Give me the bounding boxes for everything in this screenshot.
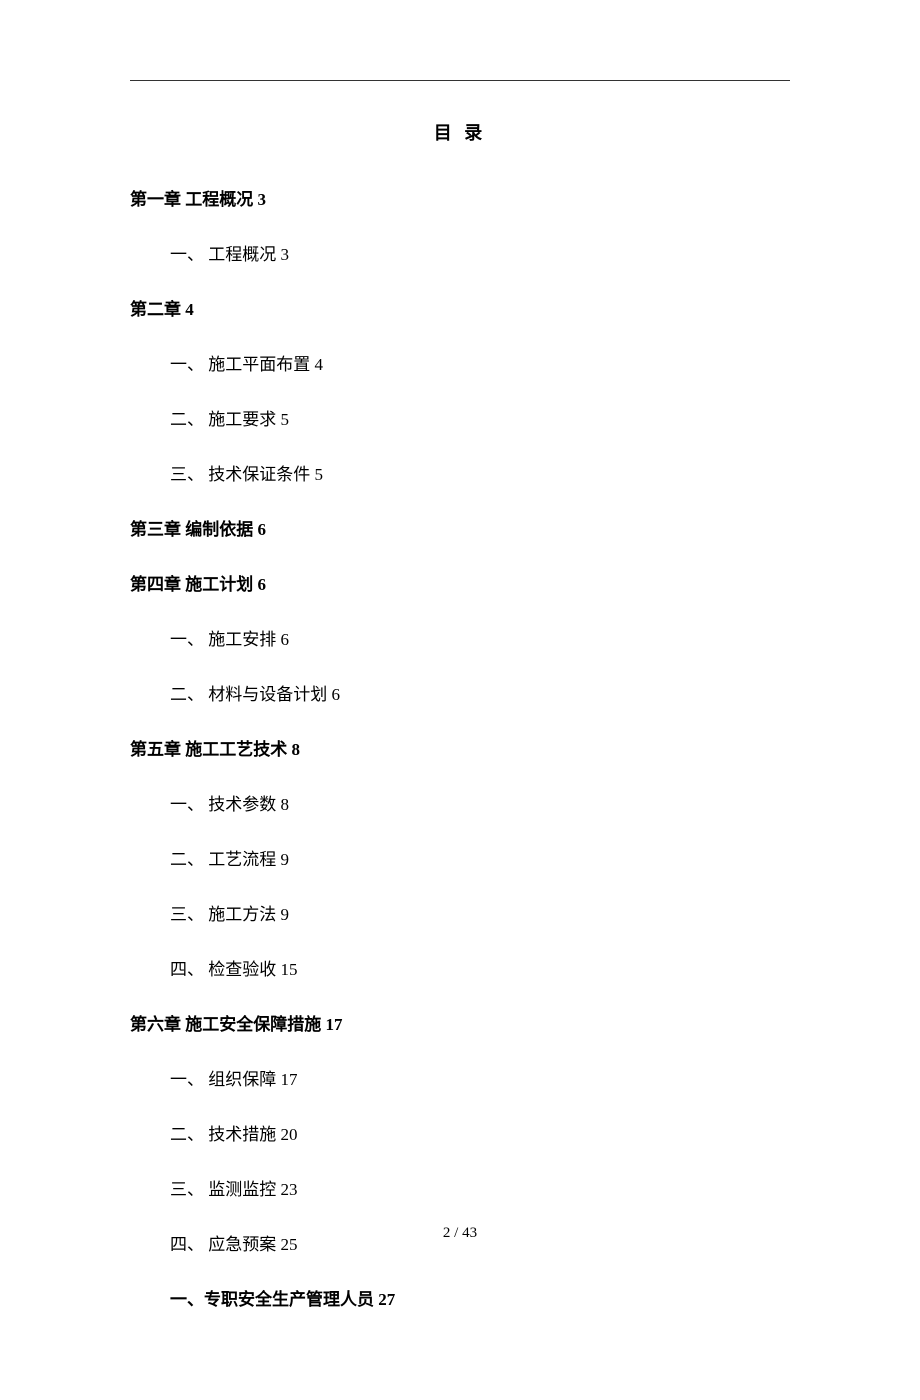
chapter-2-item-3: 三、 技术保证条件 5: [170, 460, 790, 485]
horizontal-rule: [130, 80, 790, 81]
chapter-6-item-3: 三、 监测监控 23: [170, 1175, 790, 1200]
chapter-5-item-4: 四、 检查验收 15: [170, 955, 790, 980]
chapter-6: 第六章 施工安全保障措施 17: [130, 1010, 790, 1035]
chapter-6-item-5: 一、专职安全生产管理人员 27: [170, 1285, 790, 1310]
chapter-3: 第三章 编制依据 6: [130, 515, 790, 540]
chapter-2-item-2: 二、 施工要求 5: [170, 405, 790, 430]
chapter-4-item-2: 二、 材料与设备计划 6: [170, 680, 790, 705]
chapter-5: 第五章 施工工艺技术 8: [130, 735, 790, 760]
chapter-1-item-1: 一、 工程概况 3: [170, 240, 790, 265]
chapter-5-item-1: 一、 技术参数 8: [170, 790, 790, 815]
chapter-1: 第一章 工程概况 3: [130, 185, 790, 210]
page-number: 2 / 43: [0, 1225, 920, 1242]
chapter-4-item-1: 一、 施工安排 6: [170, 625, 790, 650]
chapter-2-item-1: 一、 施工平面布置 4: [170, 350, 790, 375]
chapter-5-item-2: 二、 工艺流程 9: [170, 845, 790, 870]
chapter-4: 第四章 施工计划 6: [130, 570, 790, 595]
toc-title: 目 录: [130, 119, 790, 145]
chapter-6-item-1: 一、 组织保障 17: [170, 1065, 790, 1090]
chapter-5-item-3: 三、 施工方法 9: [170, 900, 790, 925]
page-container: 目 录 第一章 工程概况 3 一、 工程概况 3 第二章 4 一、 施工平面布置…: [0, 0, 920, 1400]
chapter-2: 第二章 4: [130, 295, 790, 320]
chapter-6-item-2: 二、 技术措施 20: [170, 1120, 790, 1145]
